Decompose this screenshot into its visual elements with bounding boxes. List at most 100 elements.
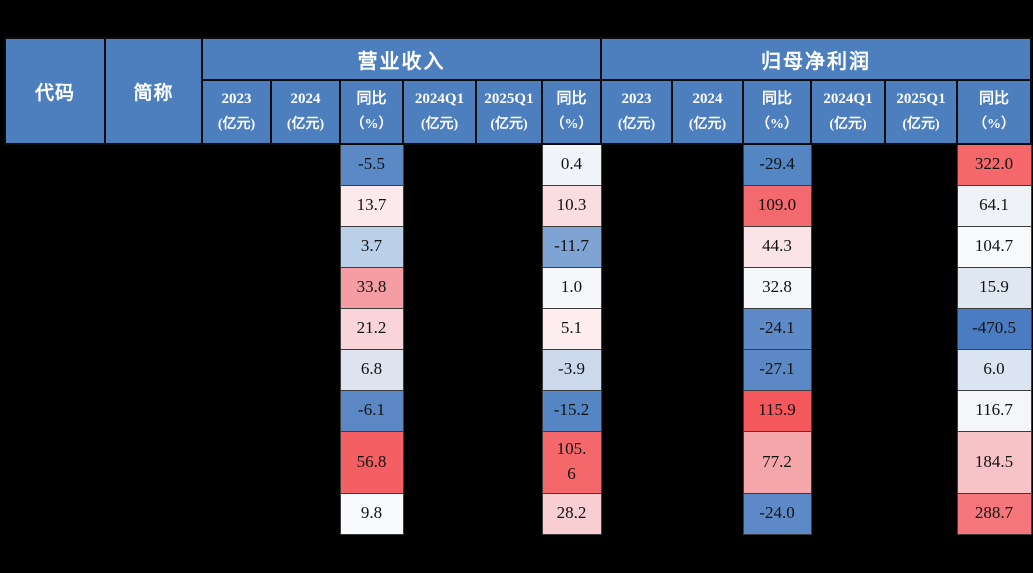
- hidden-cell: [811, 349, 885, 390]
- revenue-yoy-cell: -6.1: [339, 389, 404, 432]
- hidden-cell: [5, 226, 105, 267]
- hidden-cell: [271, 144, 340, 185]
- hidden-cell: [271, 308, 340, 349]
- table-body: -5.5 0.4 -29.4 322.0 13.7 10.3 109.0 64.1 3.7 -11…: [5, 143, 1032, 535]
- hidden-cell: [601, 431, 672, 493]
- revenue-yoy-cell: 33.8: [339, 266, 404, 309]
- hidden-cell: [476, 185, 542, 226]
- profit-q1-yoy-cell: 322.0: [956, 143, 1032, 186]
- table-header: 代码 简称 营业收入 归母净利润 2023 (亿元) 2024 (亿元) 同比 （%） 20…: [4, 37, 1033, 145]
- profit-yoy-cell: -24.1: [742, 307, 812, 350]
- profit-q1-yoy-cell: 64.1: [956, 184, 1032, 227]
- revenue-q1-yoy-cell: 10.3: [541, 184, 602, 227]
- revenue-q1-yoy-cell: -3.9: [541, 348, 602, 391]
- profit-yoy-cell: 115.9: [742, 389, 812, 432]
- profit-yoy-cell: -24.0: [742, 492, 812, 535]
- hidden-cell: [811, 493, 885, 534]
- hidden-cell: [202, 308, 271, 349]
- hidden-cell: [885, 431, 957, 493]
- hidden-cell: [476, 267, 542, 308]
- hidden-cell: [403, 308, 476, 349]
- hidden-cell: [476, 349, 542, 390]
- table-row: 33.8 1.0 32.8 15.9: [5, 266, 1032, 309]
- hidden-cell: [601, 308, 672, 349]
- hidden-cell: [5, 390, 105, 431]
- hidden-cell: [885, 185, 957, 226]
- hidden-cell: [672, 185, 743, 226]
- hidden-cell: [271, 390, 340, 431]
- hidden-cell: [5, 349, 105, 390]
- hidden-cell: [601, 349, 672, 390]
- profit-q1-yoy-cell: -470.5: [956, 307, 1032, 350]
- revenue-yoy-cell: 56.8: [339, 430, 404, 494]
- hidden-cell: [403, 144, 476, 185]
- hidden-cell: [105, 390, 202, 431]
- hidden-cell: [476, 390, 542, 431]
- hidden-cell: [271, 493, 340, 534]
- sub-header-revenue-2: 同比 （%）: [339, 79, 404, 145]
- revenue-q1-yoy-cell: -15.2: [541, 389, 602, 432]
- hidden-cell: [271, 431, 340, 493]
- hidden-cell: [5, 144, 105, 185]
- hidden-cell: [601, 185, 672, 226]
- hidden-cell: [811, 144, 885, 185]
- revenue-q1-yoy-cell: 105. 6: [541, 430, 602, 494]
- profit-yoy-cell: -27.1: [742, 348, 812, 391]
- table-row: 6.8 -3.9 -27.1 6.0: [5, 348, 1032, 391]
- hidden-cell: [811, 308, 885, 349]
- hidden-cell: [5, 308, 105, 349]
- sub-header-revenue-3: 2024Q1 (亿元): [402, 79, 477, 145]
- hidden-cell: [403, 493, 476, 534]
- group-header-revenue: 营业收入: [201, 37, 602, 81]
- hidden-cell: [105, 267, 202, 308]
- hidden-cell: [601, 144, 672, 185]
- hidden-cell: [105, 493, 202, 534]
- sub-header-profit-4: 2025Q1 (亿元): [884, 79, 958, 145]
- col-header-code: 代码: [4, 37, 106, 145]
- table-row: 13.7 10.3 109.0 64.1: [5, 184, 1032, 227]
- hidden-cell: [403, 185, 476, 226]
- revenue-yoy-cell: -5.5: [339, 143, 404, 186]
- hidden-cell: [403, 390, 476, 431]
- hidden-cell: [202, 226, 271, 267]
- group-header-row: 代码 简称 营业收入 归母净利润: [4, 37, 1033, 145]
- sub-header-revenue-0: 2023 (亿元): [201, 79, 272, 145]
- col-header-name: 简称: [104, 37, 203, 145]
- hidden-cell: [811, 226, 885, 267]
- sub-header-profit-1: 2024 (亿元): [671, 79, 744, 145]
- group-header-net-profit: 归母净利润: [599, 37, 1033, 81]
- profit-yoy-cell: -29.4: [742, 143, 812, 186]
- table-row: 21.2 5.1 -24.1 -470.5: [5, 307, 1032, 350]
- hidden-cell: [476, 226, 542, 267]
- hidden-cell: [271, 349, 340, 390]
- revenue-q1-yoy-cell: -11.7: [541, 225, 602, 268]
- hidden-cell: [672, 308, 743, 349]
- hidden-cell: [885, 390, 957, 431]
- sub-header-profit-5: 同比 （%）: [955, 79, 1033, 145]
- profit-q1-yoy-cell: 288.7: [956, 492, 1032, 535]
- hidden-cell: [403, 267, 476, 308]
- hidden-cell: [885, 267, 957, 308]
- table-row: 56.8 105. 6 77.2 184.5: [5, 430, 1032, 494]
- hidden-cell: [202, 493, 271, 534]
- report-table-stage: 代码 简称 营业收入 归母净利润 2023 (亿元) 2024 (亿元) 同比 （%） 20…: [4, 37, 1033, 535]
- hidden-cell: [202, 431, 271, 493]
- profit-yoy-cell: 109.0: [742, 184, 812, 227]
- revenue-yoy-cell: 6.8: [339, 348, 404, 391]
- profit-q1-yoy-cell: 116.7: [956, 389, 1032, 432]
- hidden-cell: [403, 226, 476, 267]
- table-row: -6.1 -15.2 115.9 116.7: [5, 389, 1032, 432]
- hidden-cell: [202, 349, 271, 390]
- sub-header-revenue-1: 2024 (亿元): [270, 79, 341, 145]
- hidden-cell: [5, 267, 105, 308]
- hidden-cell: [403, 431, 476, 493]
- hidden-cell: [271, 267, 340, 308]
- sub-header-profit-2: 同比 （%）: [742, 79, 812, 145]
- hidden-cell: [672, 349, 743, 390]
- hidden-cell: [672, 267, 743, 308]
- profit-q1-yoy-cell: 184.5: [956, 430, 1032, 494]
- hidden-cell: [601, 390, 672, 431]
- profit-yoy-cell: 77.2: [742, 430, 812, 494]
- sub-header-revenue-5: 同比 （%）: [541, 79, 602, 145]
- hidden-cell: [403, 349, 476, 390]
